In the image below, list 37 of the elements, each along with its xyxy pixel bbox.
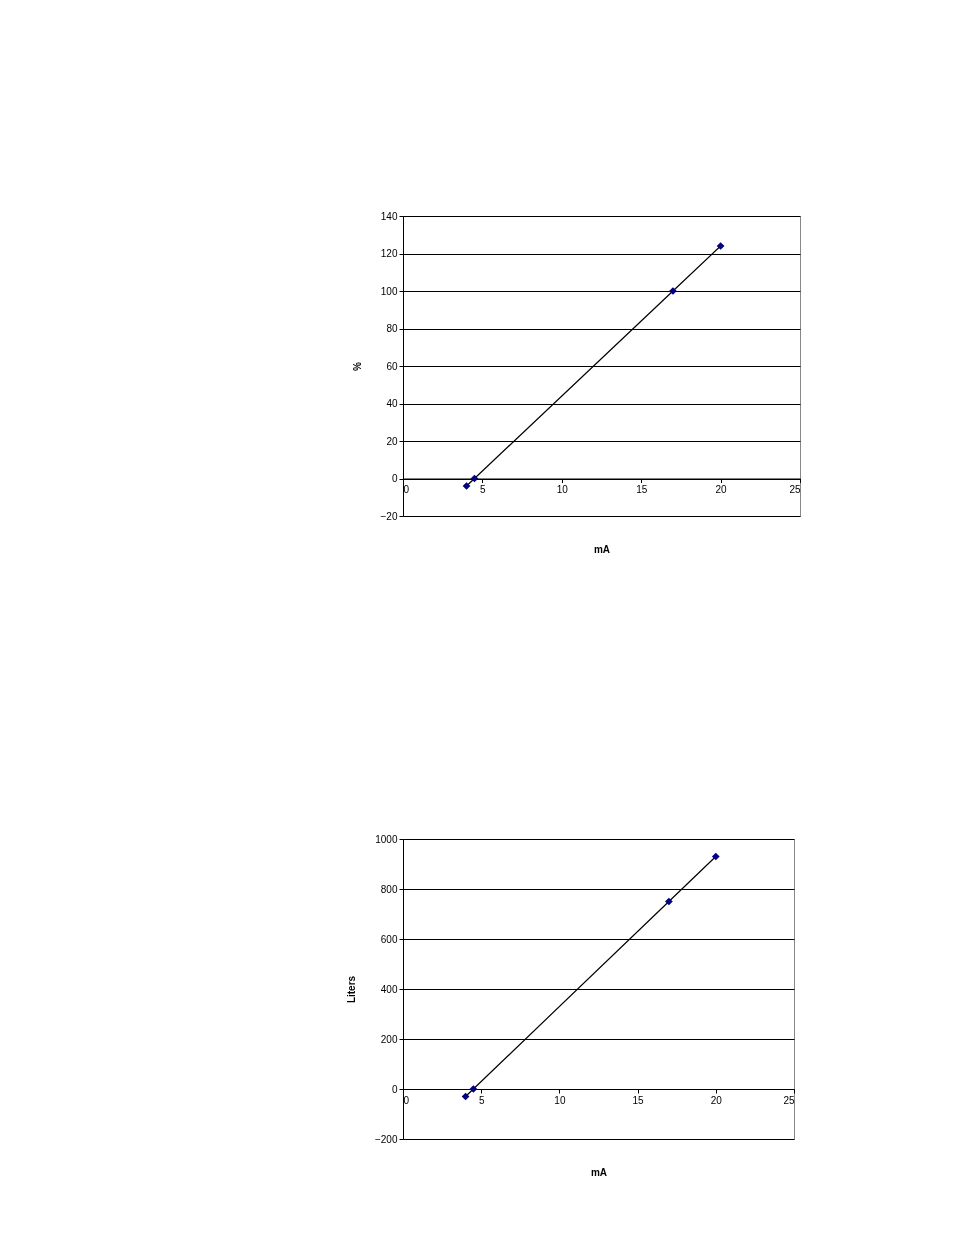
x-tick-label: 20 [715, 484, 728, 495]
x-tick-label: 5 [478, 1094, 485, 1106]
x-tick-label: 20 [710, 1094, 723, 1106]
y-tick-label: 0 [391, 473, 398, 484]
y-tick-label: −20 [380, 510, 398, 522]
y-tick-label: 0 [391, 1083, 398, 1095]
y-axis-title: % [351, 361, 363, 371]
point [469, 1085, 478, 1093]
y-tick-label: 40 [386, 398, 398, 409]
y-tick-label: 200 [380, 1033, 398, 1045]
point [665, 897, 673, 906]
point [462, 482, 471, 490]
x-tick-label: 25 [783, 1094, 795, 1106]
x-tick-label: 15 [636, 484, 648, 495]
x-tick-label: 10 [554, 1094, 566, 1106]
y-tick-label: 80 [386, 323, 398, 334]
y-tick-label: 400 [380, 983, 398, 995]
x-tick-label: 15 [632, 1094, 645, 1106]
y-tick-label: 600 [380, 933, 398, 945]
x-tick-label: 0 [403, 1094, 410, 1106]
y-tick-label: 60 [386, 360, 398, 372]
y-axis-title: Liters [345, 975, 357, 1004]
y-tick-label: 1000 [375, 833, 398, 845]
x-tick-label: 5 [480, 484, 487, 495]
y-tick-label: −200 [374, 1133, 398, 1145]
x-tick-label: 25 [789, 484, 801, 495]
point [716, 242, 725, 250]
x-tick-label: 0 [403, 484, 410, 495]
x-axis-title: mA [593, 543, 611, 555]
y-tick-label: 800 [380, 883, 398, 895]
point [711, 852, 720, 861]
y-tick-label: 100 [380, 285, 398, 297]
x-axis-title: mA [590, 1166, 608, 1178]
y-tick-label: 140 [380, 210, 398, 222]
y-tick-label: 120 [380, 248, 398, 259]
y-tick-label: 20 [386, 435, 398, 447]
x-tick-label: 10 [556, 484, 569, 495]
